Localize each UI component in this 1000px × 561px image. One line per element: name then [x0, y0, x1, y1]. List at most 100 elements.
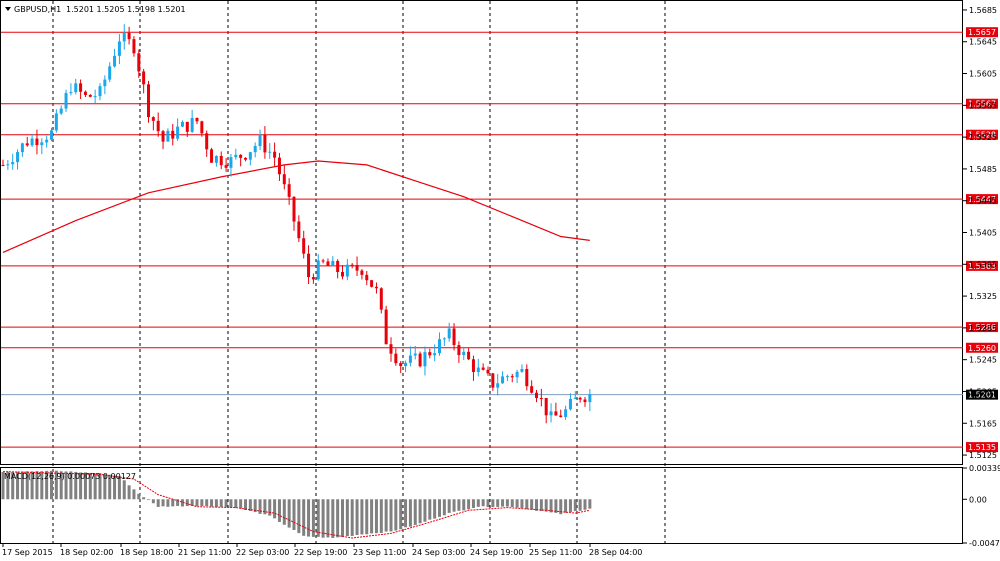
time-label: 28 Sep 04:00 — [589, 548, 642, 557]
macd-bar — [389, 499, 393, 532]
price-pane[interactable] — [0, 0, 963, 465]
candle-body — [219, 156, 223, 166]
candle-body — [399, 363, 403, 367]
macd-bar — [6, 471, 10, 500]
macd-bar — [54, 470, 58, 500]
level-label: 1.5657 — [968, 28, 996, 37]
moving-average — [2, 160, 590, 253]
macd-bar — [239, 499, 243, 509]
candle-body — [83, 91, 87, 95]
candle-body — [418, 353, 422, 367]
vertical-grid — [52, 1, 666, 543]
candle-body — [59, 108, 63, 114]
time-label: 23 Sep 11:00 — [353, 548, 406, 557]
dropdown-triangle-icon[interactable] — [5, 7, 11, 11]
candle-body — [258, 134, 262, 147]
macd-bar — [564, 499, 568, 513]
time-label: 24 Sep 03:00 — [412, 548, 465, 557]
macd-bar — [404, 499, 408, 528]
price-tick-label: 1.5165 — [969, 419, 997, 428]
macd-bar — [117, 476, 121, 500]
candle-body — [525, 369, 529, 387]
candle-body — [282, 174, 286, 185]
macd-bar — [180, 499, 184, 507]
level-label: 1.5286 — [968, 323, 996, 332]
macd-pane[interactable] — [0, 467, 963, 544]
candle-body — [93, 96, 97, 98]
macd-bar — [16, 471, 20, 500]
macd-bar — [190, 499, 194, 507]
macd-bar — [122, 480, 126, 500]
price-tick-label: 1.5485 — [969, 165, 997, 174]
candle-body — [476, 367, 480, 372]
macd-tick-label: 0.00 — [969, 495, 987, 504]
macd-bar — [530, 499, 534, 510]
macd-bar — [481, 499, 485, 507]
level-label: 1.5447 — [968, 195, 996, 204]
macd-bar — [273, 499, 277, 519]
price-tick-label: 1.5205 — [969, 387, 997, 396]
time-label: 24 Sep 19:00 — [470, 548, 523, 557]
candle-body — [413, 353, 417, 356]
macd-bar — [336, 499, 340, 538]
price-tick-label: 1.5605 — [969, 70, 997, 79]
macd-bar — [297, 499, 301, 534]
candle-body — [578, 397, 582, 400]
candle-body — [117, 41, 121, 56]
candle-body — [404, 362, 408, 367]
macd-bar — [176, 499, 180, 506]
macd-bar — [248, 499, 252, 511]
macd-bar — [321, 499, 325, 538]
macd-bar — [549, 499, 553, 513]
macd-bar — [287, 499, 291, 528]
candle-body — [588, 394, 592, 403]
candle-body — [54, 113, 58, 131]
candle-body — [234, 154, 238, 158]
candle-body — [355, 265, 359, 271]
macd-bar — [573, 499, 577, 512]
macd-bar — [428, 499, 432, 520]
candle-body — [195, 117, 199, 122]
macd-bar — [399, 499, 403, 530]
candle-body — [462, 351, 466, 356]
price-tick-label: 1.5125 — [969, 451, 997, 460]
macd-bar — [147, 499, 150, 500]
time-label: 17 Sep 2015 — [2, 548, 53, 557]
time-label: 22 Sep 19:00 — [294, 548, 347, 557]
candle-body — [268, 151, 272, 153]
macd-bar — [64, 471, 68, 500]
level-label-bg — [966, 442, 998, 453]
candle-body — [408, 355, 412, 363]
candle-body — [365, 274, 369, 281]
moving-average-line — [2, 160, 590, 253]
candle-body — [1, 164, 5, 166]
price-tick-label: 1.5645 — [969, 38, 997, 47]
macd-bar — [30, 471, 34, 500]
macd-bar — [205, 499, 209, 506]
candle-body — [161, 131, 165, 142]
candle-body — [190, 117, 194, 132]
macd-bar — [554, 499, 558, 513]
macd-bar — [345, 499, 349, 537]
macd-bar — [113, 475, 117, 500]
macd-bar — [438, 499, 441, 517]
price-tick-label: 1.5565 — [969, 101, 997, 110]
price-tick-label: 1.5445 — [969, 197, 997, 206]
candle-body — [40, 142, 44, 146]
level-label-bg — [966, 260, 998, 271]
macd-bar — [214, 499, 218, 508]
candle-body — [467, 351, 471, 360]
macd-bar — [74, 471, 78, 500]
macd-bar — [224, 499, 228, 508]
macd-bar — [25, 471, 29, 500]
candle-body — [132, 39, 136, 54]
level-label-bg — [966, 27, 998, 38]
macd-signal — [2, 471, 590, 539]
candle-body — [176, 126, 180, 139]
candle-body — [535, 392, 538, 399]
macd-bar — [515, 499, 519, 508]
macd-bar — [229, 499, 233, 508]
candle-body — [98, 86, 102, 97]
candle-body — [505, 376, 509, 378]
